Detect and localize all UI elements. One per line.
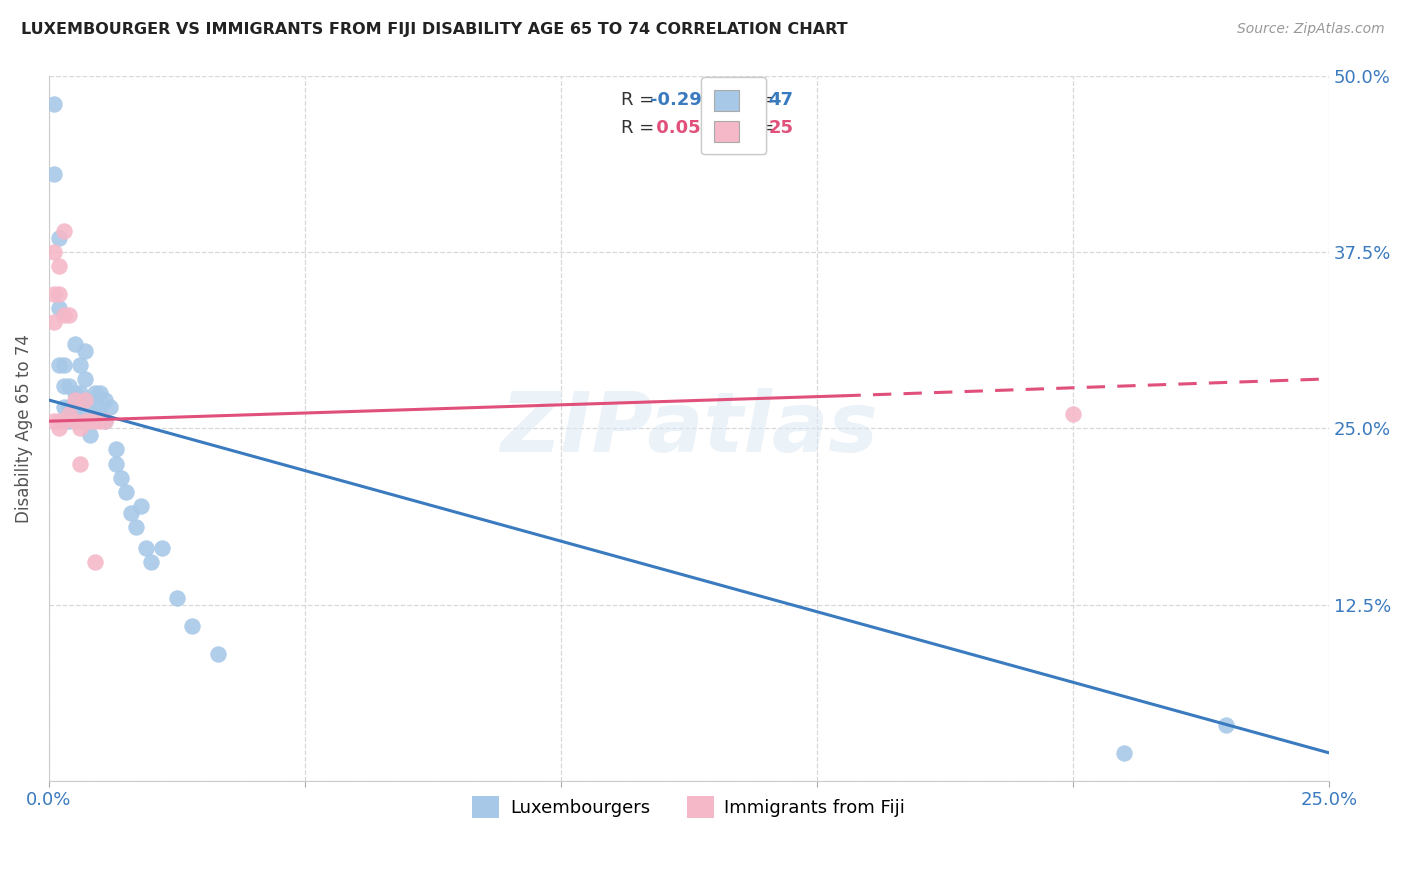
- Point: [104, 442, 127, 457]
- Point: [1215, 717, 1237, 731]
- Point: [69, 421, 91, 435]
- Point: [84, 555, 107, 569]
- Point: [129, 499, 152, 513]
- Point: [53, 379, 76, 393]
- Point: [79, 428, 101, 442]
- Point: [84, 386, 107, 401]
- Point: [104, 457, 127, 471]
- Point: [1112, 746, 1135, 760]
- Legend: Luxembourgers, Immigrants from Fiji: Luxembourgers, Immigrants from Fiji: [465, 789, 912, 825]
- Text: R =: R =: [621, 91, 659, 109]
- Point: [89, 386, 111, 401]
- Point: [58, 309, 80, 323]
- Point: [84, 414, 107, 428]
- Point: [94, 414, 117, 428]
- Y-axis label: Disability Age 65 to 74: Disability Age 65 to 74: [15, 334, 32, 523]
- Point: [150, 541, 173, 556]
- Point: [53, 358, 76, 372]
- Point: [79, 414, 101, 428]
- Point: [42, 167, 65, 181]
- Point: [89, 414, 111, 428]
- Point: [53, 414, 76, 428]
- Point: [58, 379, 80, 393]
- Point: [63, 414, 86, 428]
- Point: [48, 414, 70, 428]
- Point: [166, 591, 188, 605]
- Point: [73, 414, 96, 428]
- Point: [58, 407, 80, 421]
- Point: [63, 392, 86, 407]
- Point: [48, 259, 70, 273]
- Point: [135, 541, 157, 556]
- Point: [53, 224, 76, 238]
- Point: [84, 407, 107, 421]
- Point: [48, 358, 70, 372]
- Point: [53, 414, 76, 428]
- Point: [63, 336, 86, 351]
- Point: [73, 400, 96, 414]
- Point: [63, 400, 86, 414]
- Point: [89, 400, 111, 414]
- Text: LUXEMBOURGER VS IMMIGRANTS FROM FIJI DISABILITY AGE 65 TO 74 CORRELATION CHART: LUXEMBOURGER VS IMMIGRANTS FROM FIJI DIS…: [21, 22, 848, 37]
- Point: [207, 647, 229, 661]
- Point: [114, 484, 136, 499]
- Point: [94, 392, 117, 407]
- Text: 47: 47: [768, 91, 793, 109]
- Point: [42, 96, 65, 111]
- Point: [1062, 407, 1084, 421]
- Point: [120, 506, 142, 520]
- Text: Source: ZipAtlas.com: Source: ZipAtlas.com: [1237, 22, 1385, 37]
- Point: [42, 414, 65, 428]
- Text: ZIPatlas: ZIPatlas: [501, 388, 877, 469]
- Point: [141, 555, 163, 569]
- Point: [69, 457, 91, 471]
- Point: [69, 358, 91, 372]
- Text: N =: N =: [740, 91, 780, 109]
- Point: [48, 231, 70, 245]
- Point: [58, 414, 80, 428]
- Text: -0.299: -0.299: [651, 91, 714, 109]
- Text: N =: N =: [740, 120, 780, 137]
- Point: [125, 520, 148, 534]
- Point: [69, 414, 91, 428]
- Text: 0.052: 0.052: [651, 120, 714, 137]
- Point: [110, 470, 132, 484]
- Text: R =: R =: [621, 120, 659, 137]
- Point: [73, 392, 96, 407]
- Point: [42, 244, 65, 259]
- Point: [48, 421, 70, 435]
- Point: [73, 372, 96, 386]
- Point: [181, 619, 204, 633]
- Point: [53, 400, 76, 414]
- Point: [42, 315, 65, 329]
- Point: [48, 287, 70, 301]
- Point: [73, 343, 96, 358]
- Text: 25: 25: [768, 120, 793, 137]
- Point: [79, 414, 101, 428]
- Point: [63, 414, 86, 428]
- Point: [53, 309, 76, 323]
- Point: [69, 386, 91, 401]
- Point: [48, 301, 70, 316]
- Point: [58, 400, 80, 414]
- Point: [79, 392, 101, 407]
- Point: [94, 414, 117, 428]
- Point: [63, 386, 86, 401]
- Point: [42, 287, 65, 301]
- Point: [100, 400, 122, 414]
